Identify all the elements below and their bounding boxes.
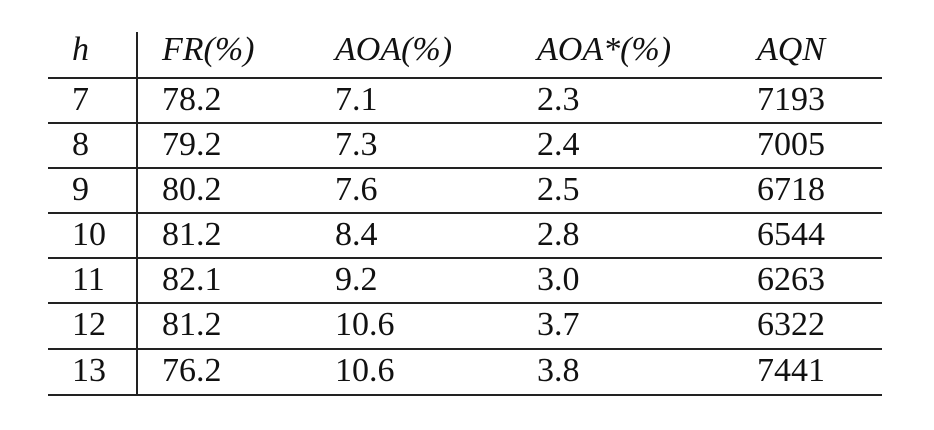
table-cell: 7 [72, 80, 89, 118]
table-cell: 6263 [757, 260, 825, 298]
table-cell: 7193 [757, 80, 825, 118]
row-rule [48, 348, 882, 350]
table-cell: 6322 [757, 306, 825, 343]
table-cell: 3.0 [537, 260, 580, 298]
table-cell: 6718 [757, 170, 825, 208]
table-cell: 13 [72, 352, 106, 389]
table-cell: 78.2 [162, 80, 222, 118]
row-rule [48, 257, 882, 259]
header-cell: AOA*(%) [537, 31, 672, 68]
table-cell: 82.1 [162, 260, 222, 298]
table-cell: 7.3 [335, 125, 378, 163]
table-cell: 7.1 [335, 80, 378, 118]
table-cell: 81.2 [162, 215, 222, 253]
row-rule [48, 212, 882, 214]
row-rule [48, 122, 882, 124]
header-cell: FR(%) [162, 31, 255, 68]
table-cell: 7005 [757, 125, 825, 163]
table-cell: 3.8 [537, 352, 580, 389]
table-cell: 10 [72, 215, 106, 253]
header-cell: h [72, 31, 89, 68]
header-rule [48, 77, 882, 79]
table-cell: 8.4 [335, 215, 378, 253]
row-rule [48, 302, 882, 304]
table-cell: 2.4 [537, 125, 580, 163]
table-cell: 7441 [757, 352, 825, 389]
table-cell: 9.2 [335, 260, 378, 298]
table-cell: 10.6 [335, 352, 395, 389]
table-cell: 11 [72, 260, 105, 298]
table-cell: 6544 [757, 215, 825, 253]
table-cell: 3.7 [537, 306, 580, 343]
table-cell: 8 [72, 125, 89, 163]
table-cell: 7.6 [335, 170, 378, 208]
row-rule [48, 167, 882, 169]
table-cell: 2.5 [537, 170, 580, 208]
table-cell: 2.8 [537, 215, 580, 253]
table-cell: 79.2 [162, 125, 222, 163]
bottom-rule [48, 394, 882, 396]
table-cell: 80.2 [162, 170, 222, 208]
header-cell: AOA(%) [335, 31, 453, 68]
header-cell: AQN [757, 31, 825, 68]
table-cell: 76.2 [162, 352, 222, 389]
table-cell: 12 [72, 306, 106, 343]
table-cell: 2.3 [537, 80, 580, 118]
table-cell: 9 [72, 170, 89, 208]
table-cell: 81.2 [162, 306, 222, 343]
table-cell: 10.6 [335, 306, 395, 343]
